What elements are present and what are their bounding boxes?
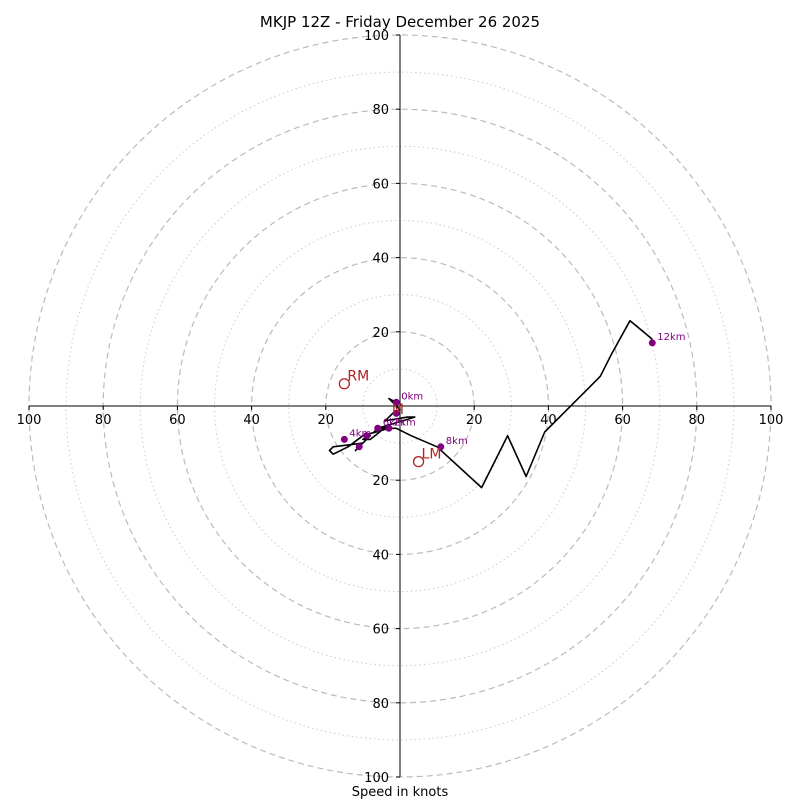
motion-marker — [338, 378, 351, 390]
x-tick-label: 80 — [689, 413, 706, 428]
motion-label: RM — [347, 369, 369, 385]
x-tick-label: 80 — [95, 413, 112, 428]
height-marker — [355, 443, 363, 451]
y-tick-label: 100 — [364, 771, 389, 786]
x-tick-label: 60 — [614, 413, 631, 428]
x-tick-label: 40 — [243, 413, 260, 428]
y-tick-label: 80 — [372, 103, 389, 118]
x-axis-label: Speed in knots — [352, 785, 449, 800]
height-label: 0km — [401, 391, 423, 402]
y-tick-label: 60 — [372, 177, 389, 192]
y-tick-label: 20 — [372, 326, 389, 341]
tick-labels: 100 80 60 40 20 20 40 60 80 100 100 80 60 40 20 20 40 60 8… — [17, 29, 784, 786]
axes — [29, 35, 771, 777]
height-label: 8km — [446, 436, 468, 447]
motion-label: LM — [422, 447, 442, 463]
x-tick-label: 20 — [318, 413, 335, 428]
chart-title: MKJP 12Z - Friday December 26 2025 — [260, 13, 540, 31]
y-tick-label: 40 — [372, 252, 389, 267]
y-tick-label: 80 — [372, 697, 389, 712]
x-tick-label: 100 — [17, 413, 42, 428]
height-marker — [385, 424, 393, 432]
x-tick-label: 60 — [169, 413, 186, 428]
wind-trace — [328, 319, 653, 489]
x-tick-label: 100 — [759, 413, 784, 428]
height-label: 12km — [657, 332, 685, 343]
storm-motion-markers: RM LM M — [338, 369, 442, 468]
height-label: 2km — [394, 417, 416, 428]
height-label: 4km — [349, 428, 371, 439]
height-marker — [648, 339, 656, 347]
y-tick-label: 60 — [372, 623, 389, 638]
motion-marker — [412, 455, 425, 468]
hodograph-line — [328, 319, 653, 489]
y-tick-label: 100 — [364, 29, 389, 44]
height-marker — [392, 398, 400, 406]
height-marker — [363, 432, 371, 440]
height-marker — [392, 409, 400, 417]
height-marker — [437, 443, 445, 451]
y-tick-label: 40 — [372, 548, 389, 563]
x-tick-label: 40 — [540, 413, 557, 428]
y-tick-label: 20 — [372, 474, 389, 489]
height-label: 6km — [383, 417, 405, 428]
x-tick-label: 20 — [466, 413, 483, 428]
height-marker — [374, 424, 382, 432]
motion-label: M — [392, 402, 404, 418]
height-marker — [340, 435, 348, 443]
